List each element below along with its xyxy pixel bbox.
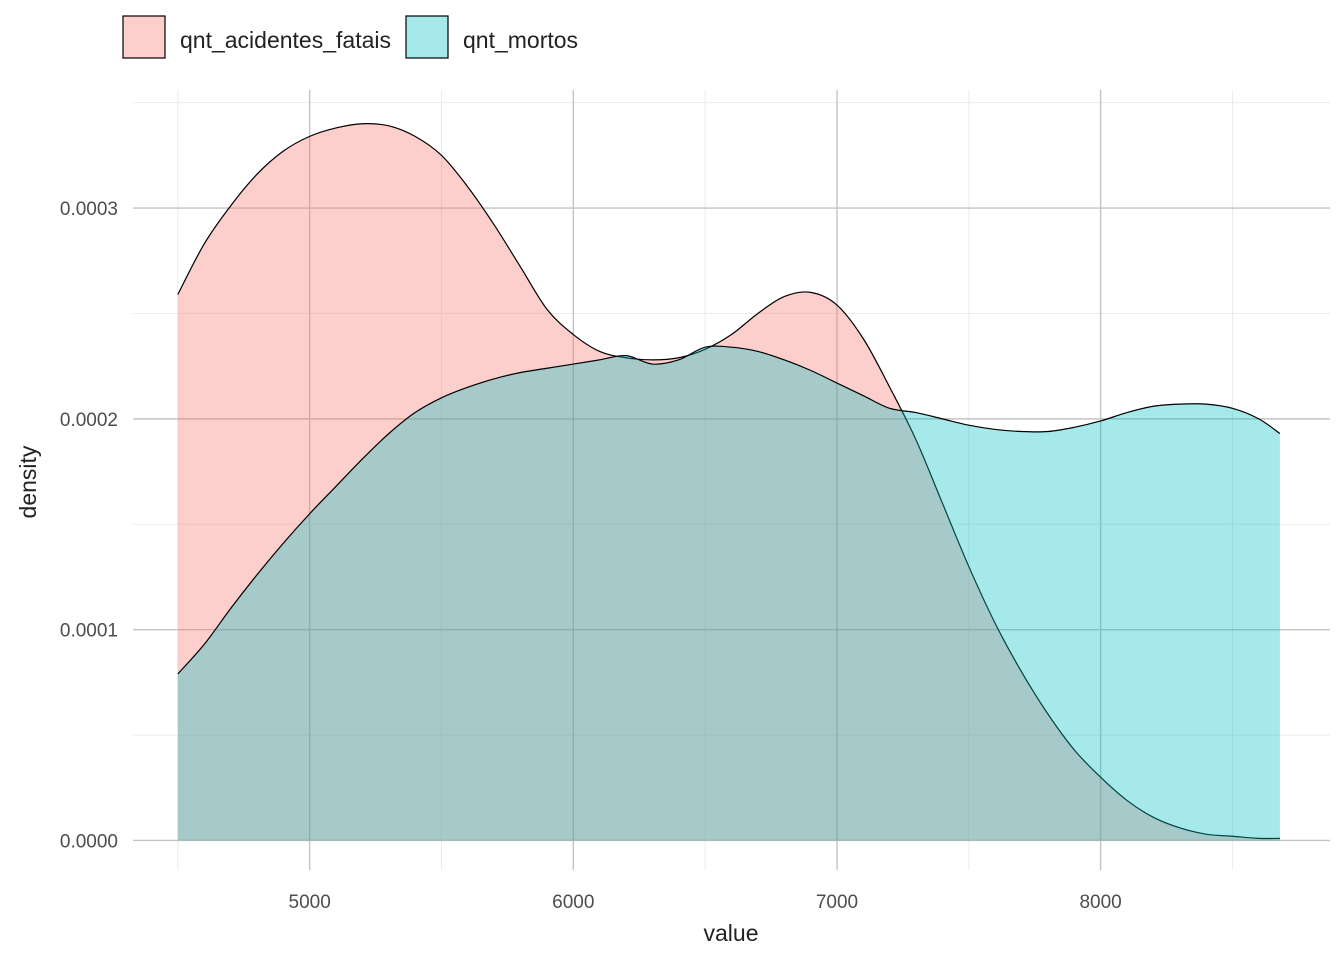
legend-label-qnt_mortos: qnt_mortos <box>463 27 578 53</box>
x-tick-label: 5000 <box>289 892 331 913</box>
legend: qnt_acidentes_fatais qnt_mortos <box>122 15 578 59</box>
axes: 5000 6000 7000 8000 0.0000 0.0001 0.0002 0.0003 <box>60 199 1122 913</box>
x-axis-label: value <box>704 920 759 946</box>
density-area-qnt_mortos <box>177 346 1280 841</box>
x-tick-label: 6000 <box>552 892 594 913</box>
series-areas <box>177 123 1281 841</box>
y-tick-label: 0.0000 <box>60 831 118 852</box>
x-tick-label: 7000 <box>816 892 858 913</box>
x-tick-label: 8000 <box>1079 892 1121 913</box>
density-area-qnt_acidentes_fatais <box>177 123 1280 841</box>
legend-label-qnt_acidentes_fatais: qnt_acidentes_fatais <box>180 27 391 53</box>
y-tick-label: 0.0003 <box>60 199 118 220</box>
density-line-qnt_acidentes_fatais <box>177 123 1280 840</box>
y-tick-label: 0.0001 <box>60 621 118 642</box>
legend-key-qnt_acidentes_fatais <box>122 15 166 59</box>
grid <box>133 90 1330 870</box>
density-line-qnt_mortos <box>177 345 1281 675</box>
legend-key-qnt_mortos <box>405 15 449 59</box>
y-axis-label: density <box>15 445 41 518</box>
y-tick-label: 0.0002 <box>60 410 118 431</box>
